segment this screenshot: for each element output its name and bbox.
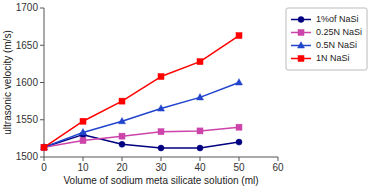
legend-label: 1N NaSi [316,53,350,63]
point [197,128,203,134]
point [119,117,126,123]
point [80,118,86,124]
x-tick-label: 20 [116,162,128,173]
y-tick-label: 1650 [16,40,39,51]
x-tick [44,157,45,161]
legend-frame [286,8,367,70]
chart: 0 10 20 30 40 50 60 1500 1550 1600 1650 1700 Volume … [0,0,378,189]
point [197,59,203,65]
x-tick-label: 60 [272,162,284,173]
series-line [44,127,239,147]
x-tick-label: 50 [233,162,245,173]
x-tick [161,157,162,161]
point [158,145,164,151]
x-tick [83,157,84,161]
legend-item: 1N NaSi [291,53,350,63]
legend-marker [298,42,305,48]
point [158,74,164,80]
legend-item: 0.5N NaSi [291,40,357,50]
point [41,144,48,150]
series-line [44,83,239,148]
page: {"chart_data": { "type": "line", "x": [0… [0,0,378,189]
x-tick-label: 10 [77,162,89,173]
point [236,79,243,85]
x-axis-label: Volume of sodium meta silicate solution … [63,175,258,186]
x-tick [239,157,240,161]
point [158,129,164,135]
y-tick-label: 1600 [16,77,39,88]
point [197,145,203,151]
point [80,138,86,144]
x-tick-label: 40 [194,162,206,173]
legend: 1%of NaSi 0.25N NaSi 0.5N NaSi 1N NaSi [286,8,367,70]
x-tick-label: 0 [41,162,47,173]
legend-label: 0.5N NaSi [316,40,357,50]
point [236,124,242,130]
y-tick [40,157,44,158]
legend-item: 1%of NaSi [291,14,359,24]
point [41,144,47,150]
legend-marker [298,56,304,62]
y-axis-label: ultrasonic velocity (m/s) [2,30,13,134]
y-tick [40,8,44,9]
x-tick [278,157,279,161]
point [236,33,242,39]
axes: 0 10 20 30 40 50 60 1500 1550 1600 1650 1700 [16,2,284,173]
point [158,105,165,111]
legend-label: 1%of NaSi [316,14,359,24]
point [119,98,125,104]
y-tick-label: 1700 [16,2,39,13]
point [119,141,125,147]
legend-item: 0.25N NaSi [291,27,362,37]
point [41,144,47,150]
point [80,129,87,135]
x-tick-label: 30 [155,162,167,173]
point [41,144,47,150]
legend-marker [298,30,304,36]
plot-data [41,33,243,151]
series-line [44,36,239,148]
point [197,94,204,100]
legend-label: 0.25N NaSi [316,27,362,37]
x-tick [200,157,201,161]
y-tick [40,119,44,120]
y-tick [40,45,44,46]
y-tick-label: 1550 [16,114,39,125]
legend-marker [298,17,304,23]
point [236,139,242,145]
point [119,133,125,139]
y-tick-label: 1500 [16,151,39,162]
y-tick [40,82,44,83]
x-tick [122,157,123,161]
series [41,33,242,151]
